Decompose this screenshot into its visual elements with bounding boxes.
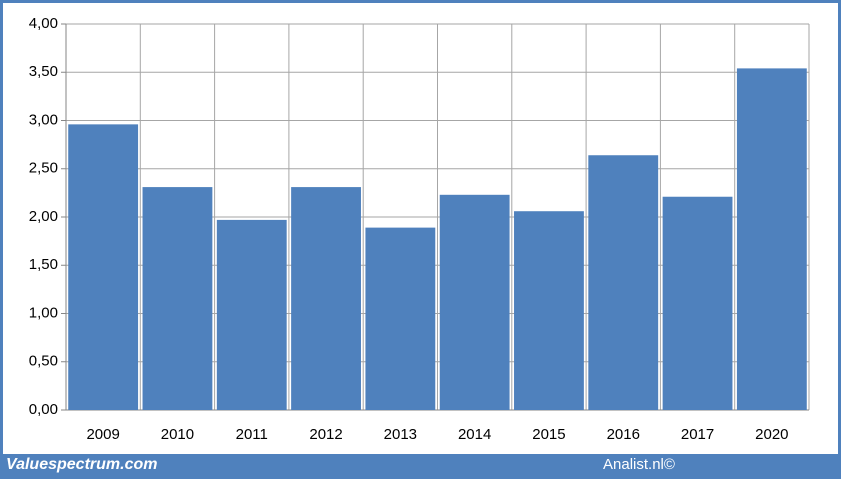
x-tick-label: 2015 [532,426,565,443]
bar [291,187,361,410]
x-tick-label: 2009 [86,426,119,443]
x-tick-label: 2020 [755,426,788,443]
bar [662,196,733,410]
bar [588,155,659,410]
y-tick-label: 2,00 [29,208,58,225]
bar [514,211,584,410]
y-tick-label: 2,50 [29,160,58,177]
bar [68,124,139,411]
x-tick-label: 2016 [607,426,640,443]
x-tick-label: 2011 [236,426,268,443]
footer-left: Valuespectrum.com [6,456,157,473]
x-tick-label: 2013 [384,426,417,443]
footer-band [0,454,841,479]
bar [365,227,436,410]
bar [142,187,213,410]
bar [439,194,510,410]
x-tick-label: 2010 [161,426,194,443]
bar [216,219,287,410]
bar [736,68,807,410]
x-tick-label: 2014 [458,426,491,443]
footer-right: Analist.nl© [603,456,675,473]
x-tick-label: 2017 [681,426,714,443]
y-tick-label: 3,50 [29,63,58,80]
y-tick-label: 0,50 [29,353,58,370]
y-tick-label: 4,00 [29,15,58,32]
y-tick-label: 3,00 [29,111,58,128]
y-tick-label: 0,00 [29,401,58,418]
x-tick-label: 2012 [309,426,342,443]
y-tick-label: 1,00 [29,304,58,321]
y-tick-label: 1,50 [29,256,58,273]
